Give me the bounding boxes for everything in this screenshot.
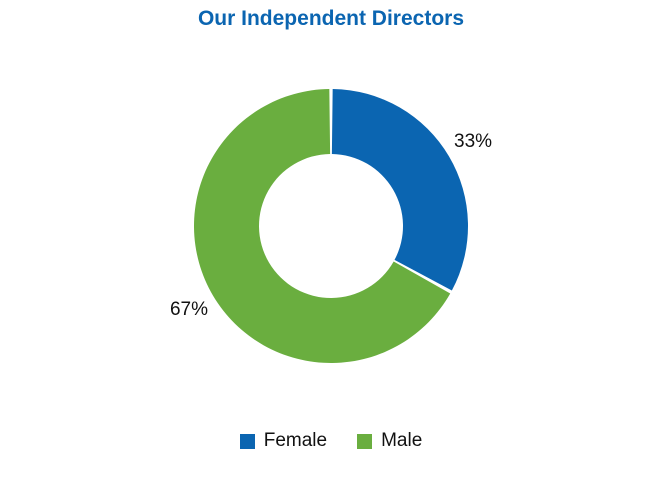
legend-label-male: Male (381, 430, 423, 451)
chart-title: Our Independent Directors (197, 7, 465, 30)
legend-swatch-male (357, 433, 373, 449)
data-label-female: 33% (454, 131, 492, 152)
slice-female (331, 89, 468, 291)
legend: Female Male (0, 430, 662, 452)
data-label-male: 67% (170, 299, 208, 320)
legend-swatch-female (239, 433, 255, 449)
legend-label-female: Female (263, 430, 328, 451)
legend-item-female: Female (239, 430, 328, 452)
legend-item-male: Male (357, 430, 422, 452)
slice-male (194, 89, 451, 363)
